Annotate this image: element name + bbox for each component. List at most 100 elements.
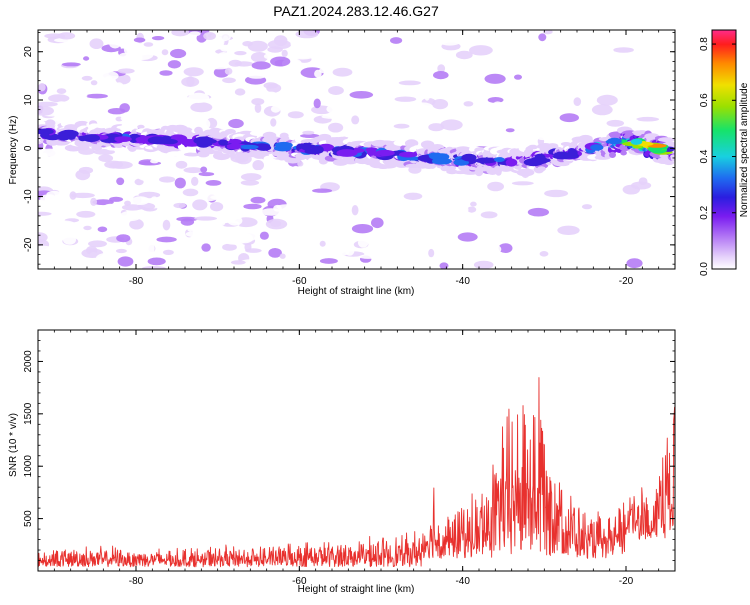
ridge-core-cell [193, 136, 215, 145]
heatmap-noise-cell [173, 239, 195, 245]
heatmap-noise-cell [200, 166, 208, 173]
heatmap-noise-cell [245, 248, 262, 253]
heatmap-noise-cell [318, 172, 327, 183]
heatmap-noise-cell [200, 191, 219, 202]
heatmap-noise-cell [159, 176, 176, 183]
heatmap-noise-cell [131, 49, 154, 60]
heatmap-noise-cell [457, 232, 478, 242]
heatmap-noise-cell [363, 173, 382, 178]
heatmap-noise-cell [483, 243, 502, 255]
heatmap-noise-cell [55, 263, 64, 269]
heatmap-noise-cell [134, 88, 147, 98]
colorbar-tick-label: 0.8 [699, 37, 710, 51]
heatmap-noise-cell [287, 111, 304, 119]
heatmap-noise-cell [412, 102, 433, 111]
heatmap-noise-cell [606, 119, 625, 127]
heatmap-noise-cell [223, 237, 246, 245]
ridge-core-cell [300, 142, 312, 151]
heatmap-noise-cell [313, 98, 321, 109]
heatmap-noise-cell [588, 40, 597, 46]
heatmap-noise-cell [235, 209, 243, 220]
heatmap-noise-cell [123, 44, 132, 55]
heatmap-noise-cell [403, 64, 415, 70]
heatmap-noise-cell [351, 115, 360, 125]
ridge-core-cell [453, 159, 470, 166]
heatmap-noise-cell [188, 54, 210, 65]
heatmap-noise-cell [349, 91, 374, 99]
heatmap-noise-cell [119, 103, 130, 113]
ridge-core-cell [238, 144, 259, 150]
heatmap-noise-cell [473, 260, 494, 269]
heatmap-noise-cell [487, 181, 504, 192]
heatmap-noise-cell [369, 31, 392, 40]
heatmap-noise-cell [117, 52, 132, 64]
heatmap-noise-cell [109, 196, 124, 202]
heatmap-noise-cell [362, 201, 380, 212]
heatmap-noise-cell [185, 230, 208, 238]
heatmap-noise-cell [429, 176, 451, 182]
heatmap-noise-cell [498, 243, 513, 254]
heatmap-noise-cell [455, 50, 473, 60]
ridge-cell [527, 144, 539, 150]
ridge-cell [45, 119, 56, 127]
ridge-core-cell [461, 153, 477, 162]
heatmap-noise-cell [629, 71, 640, 82]
heatmap-noise-cell [535, 132, 552, 141]
colorbar-tick-label: 0.6 [699, 93, 710, 107]
heatmap-noise-cell [573, 97, 582, 106]
heatmap-noise-cell [175, 228, 188, 236]
ridge-core-cell [129, 134, 138, 143]
ridge-core-cell [630, 138, 643, 145]
heatmap-noise-cell [137, 171, 156, 181]
heatmap-noise-cell [222, 77, 236, 84]
heatmap-noise-cell [188, 31, 201, 37]
ridge-core-cell [428, 152, 439, 160]
heatmap-noise-cell [515, 222, 533, 232]
heatmap-noise-cell [439, 239, 448, 248]
heatmap-noise-cell [628, 118, 639, 124]
heatmap-noise-cell [40, 194, 56, 205]
heatmap-noise-cell [215, 38, 225, 47]
heatmap-noise-cell [529, 177, 544, 187]
heatmap-noise-cell [575, 260, 597, 269]
heatmap-noise-cell [90, 80, 98, 86]
ridge-core-cell [228, 138, 242, 145]
heatmap-noise-cell [359, 254, 378, 259]
heatmap-noise-cell [450, 202, 465, 209]
heatmap-noise-cell [279, 101, 293, 111]
colorbar-tick-label: 0.4 [699, 149, 710, 163]
colorbar-tick-label: 0.0 [699, 262, 710, 276]
heatmap-noise-cell [48, 94, 70, 103]
heatmap-noise-cell [203, 32, 217, 40]
heatmap-noise-cell [61, 62, 81, 67]
heatmap-noise-cell [626, 258, 643, 269]
heatmap-noise-cell [326, 103, 349, 115]
x-tick-label: -20 [619, 576, 634, 587]
heatmap-noise-cell [254, 103, 262, 113]
heatmap-noise-cell [240, 259, 263, 265]
heatmap-noise-cell [291, 165, 301, 175]
y-tick-label: 0 [23, 145, 34, 151]
colorbar: 0.0 0.2 0.4 0.6 0.8 Normalized spectral ampl… [699, 29, 750, 276]
heatmap-noise-cell [247, 72, 267, 79]
heatmap-noise-cell [467, 206, 477, 213]
heatmap-noise-cell [209, 106, 231, 113]
ridge-cell [657, 137, 675, 143]
heatmap-noise-cell [328, 246, 350, 257]
heatmap-noise-cell [90, 197, 97, 206]
heatmap-noise-cell [563, 200, 585, 206]
heatmap-noise-cell [95, 252, 119, 264]
x-tick-label: -60 [292, 276, 307, 287]
heatmap-noise-cell [150, 159, 159, 164]
heatmap-noise-cell [321, 114, 344, 119]
heatmap-noise-cell [143, 42, 154, 47]
heatmap-noise-cell [102, 179, 113, 184]
heatmap-noise-cell [116, 234, 131, 243]
heatmap-noise-cell [440, 40, 460, 46]
heatmap-noise-cell [496, 190, 519, 197]
heatmap-noise-cell [557, 225, 580, 235]
heatmap-noise-cell [250, 196, 266, 204]
heatmap-noise-cell [93, 149, 115, 155]
heatmap-noise-cell [328, 122, 344, 133]
heatmap-noise-cell [102, 203, 119, 214]
